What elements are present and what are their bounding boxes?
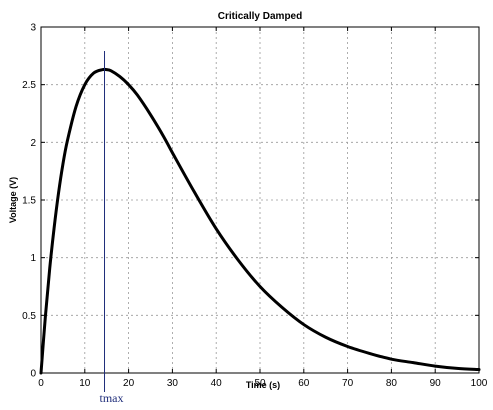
- x-tick-label: 90: [430, 378, 442, 389]
- y-tick-label: 2: [30, 138, 36, 149]
- x-tick-label: 0: [38, 378, 44, 389]
- x-tick-label: 80: [386, 378, 398, 389]
- x-tick-label: 20: [123, 378, 135, 389]
- x-tick-label: 10: [79, 378, 91, 389]
- y-tick-label: 1.5: [22, 196, 36, 207]
- chart-title: Critically Damped: [218, 11, 302, 22]
- y-tick-label: 0.5: [22, 311, 36, 322]
- x-tick-label: 40: [211, 378, 223, 389]
- y-tick-label: 3: [30, 23, 36, 34]
- x-axis-label: Time (s): [246, 380, 280, 390]
- grid-lines: [41, 27, 479, 373]
- x-axis-ticks: 0 10 20 30 40 50 60 70 80 90 100: [38, 27, 488, 389]
- y-tick-label: 0: [30, 369, 36, 380]
- x-tick-label: 30: [167, 378, 179, 389]
- y-axis-ticks: 0 0.5 1 1.5 2 2.5 3: [22, 23, 479, 380]
- x-tick-label: 100: [471, 378, 488, 389]
- tmax-label: tmax: [100, 391, 124, 405]
- y-tick-label: 1: [30, 253, 36, 264]
- x-tick-label: 50: [254, 378, 266, 389]
- x-tick-label: 70: [342, 378, 354, 389]
- y-tick-label: 2.5: [22, 80, 36, 91]
- x-tick-label: 60: [298, 378, 310, 389]
- y-axis-label: Voltage (V): [8, 177, 18, 223]
- voltage-curve: [39, 67, 481, 375]
